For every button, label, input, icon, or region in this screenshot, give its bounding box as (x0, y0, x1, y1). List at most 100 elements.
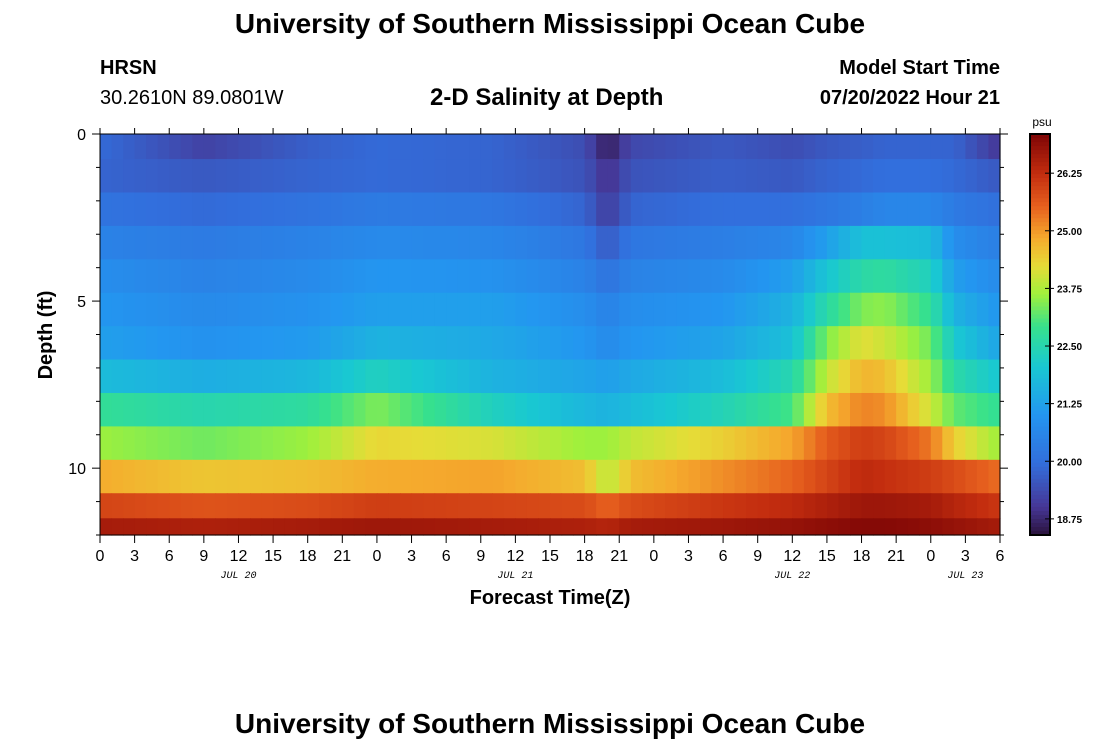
heatmap-cell (469, 225, 482, 260)
heatmap-cell (353, 326, 366, 361)
heatmap-cell (942, 192, 955, 227)
colorbar-segment (1030, 506, 1050, 512)
heatmap-cell (538, 426, 551, 461)
heatmap-cell (653, 225, 666, 260)
heatmap-cell (250, 459, 263, 494)
colorbar-segment (1030, 146, 1050, 151)
heatmap-cell (273, 459, 286, 494)
heatmap-cell (769, 359, 782, 394)
heatmap-cell (873, 192, 886, 227)
heatmap-cell (711, 359, 724, 394)
heatmap-cell (665, 259, 678, 294)
heatmap-cell (180, 134, 193, 160)
heatmap-cell (780, 518, 793, 536)
heatmap-cell (561, 392, 574, 427)
colorbar-segment (1030, 346, 1050, 352)
heatmap-cell (411, 259, 424, 294)
heatmap-cell (792, 326, 805, 361)
heatmap-cell (307, 426, 320, 461)
heatmap-cell (792, 493, 805, 519)
heatmap-cell (376, 359, 390, 394)
heatmap-cell (353, 259, 366, 294)
heatmap-cell (803, 392, 816, 427)
heatmap-cell (446, 134, 459, 160)
heatmap-cell (238, 134, 251, 160)
heatmap-cell (550, 259, 563, 294)
heatmap-cell (273, 426, 286, 461)
heatmap-cell (480, 225, 493, 260)
heatmap-cell (319, 459, 332, 494)
heatmap-cell (446, 192, 459, 227)
heatmap-cell (550, 225, 563, 260)
heatmap-cell (988, 359, 1001, 394)
heatmap-cell (573, 292, 586, 327)
heatmap-cell (607, 292, 620, 327)
model-start-label: Model Start Time (839, 57, 1000, 79)
heatmap-cell (134, 518, 147, 536)
heatmap-cell (146, 359, 159, 394)
heatmap-cell (711, 134, 724, 160)
heatmap-cell (526, 326, 540, 361)
heatmap-cell (296, 459, 309, 494)
heatmap-cell (700, 426, 713, 461)
heatmap-cell (815, 292, 828, 327)
heatmap-cell (988, 192, 1001, 227)
heatmap-cell (873, 326, 886, 361)
heatmap-cell (434, 392, 447, 427)
heatmap-cell (388, 292, 401, 327)
heatmap-cell (492, 192, 505, 227)
heatmap-cell (215, 259, 228, 294)
heatmap-cell (226, 192, 240, 227)
heatmap-cell (503, 493, 516, 519)
heatmap-cell (780, 192, 793, 227)
heatmap-cell (665, 518, 678, 536)
heatmap-cell (815, 459, 828, 494)
colorbar-segment (1030, 362, 1050, 368)
heatmap-cell (965, 459, 978, 494)
heatmap-cell (469, 392, 482, 427)
heatmap-cell (146, 518, 159, 536)
heatmap-cell (688, 359, 701, 394)
heatmap-cell (942, 326, 955, 361)
heatmap-cell (919, 518, 932, 536)
heatmap-cell (700, 134, 713, 160)
heatmap-cell (965, 326, 978, 361)
heatmap-cell (792, 259, 805, 294)
heatmap-cell (803, 426, 816, 461)
heatmap-cell (215, 292, 228, 327)
chart-axes: 0 5 10 0 3 6 9 12 15 18 21 0 3 6 9 12 15 18 21 0 3 6 9 12 15 18 21… (68, 127, 1008, 582)
heatmap-cell (284, 159, 297, 194)
heatmap-cell (146, 259, 159, 294)
x-tick-label: 6 (442, 548, 451, 565)
heatmap-cell (411, 326, 424, 361)
heatmap-cell (861, 159, 874, 194)
heatmap-cell (803, 359, 816, 394)
heatmap-cell (988, 159, 1001, 194)
heatmap-cell (561, 259, 574, 294)
heatmap-cell (261, 225, 274, 260)
heatmap-cell (953, 459, 966, 494)
heatmap-cell (757, 493, 770, 519)
heatmap-cell (746, 493, 759, 519)
heatmap-cell (503, 426, 516, 461)
heatmap-cell (365, 192, 378, 227)
heatmap-cell (688, 192, 701, 227)
heatmap-cell (884, 392, 897, 427)
heatmap-cell (100, 225, 113, 260)
colorbar-segment (1030, 270, 1050, 275)
heatmap-cell (630, 326, 643, 361)
heatmap-cell (769, 493, 782, 519)
heatmap-cell (203, 225, 216, 260)
heatmap-cell (688, 134, 701, 160)
heatmap-cell (561, 159, 574, 194)
x-tick-label: 12 (506, 548, 524, 565)
heatmap-cell (561, 493, 574, 519)
heatmap-cell (330, 518, 343, 536)
heatmap-cell (157, 326, 170, 361)
heatmap-cell (584, 159, 597, 194)
heatmap-cell (250, 493, 263, 519)
heatmap-cell (711, 259, 724, 294)
heatmap-cell (619, 292, 632, 327)
heatmap-cell (746, 134, 759, 160)
heatmap-cell (238, 292, 251, 327)
